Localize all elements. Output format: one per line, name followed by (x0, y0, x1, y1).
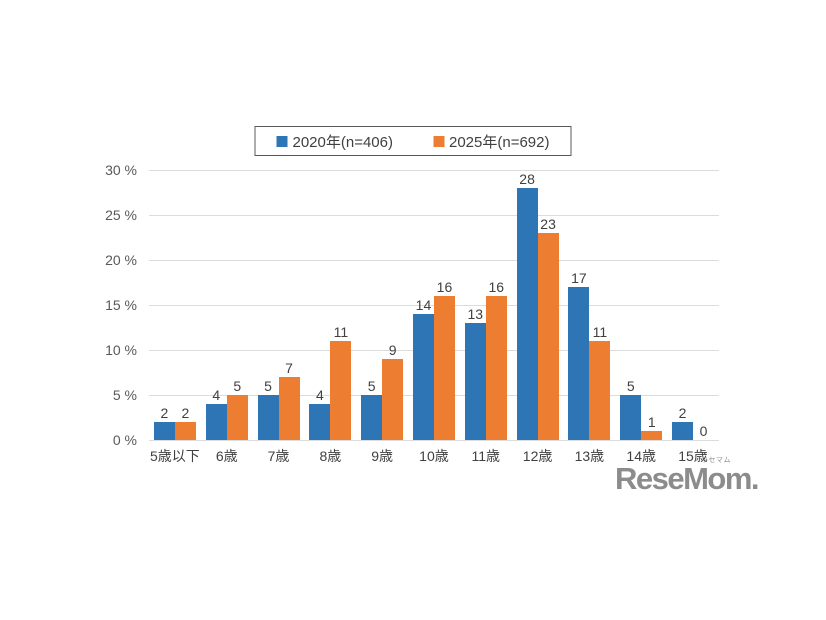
plot-area: 2 2 4 5 5 7 4 11 5 9 14 16 13 16 28 23 17 11 5 1 2 0 (149, 170, 719, 441)
bar-2025: 11 (330, 325, 352, 440)
resemom-logo-text: ReseMom. (615, 461, 760, 496)
bar-value-label: 1 (647, 414, 656, 430)
bar-group: 17 11 (564, 170, 616, 440)
x-tick-label: 15歳 (678, 448, 708, 464)
x-tick-label: 14歳 (626, 448, 656, 464)
x-tick-label: 6歳 (215, 448, 238, 464)
bar-group: 13 16 (460, 170, 512, 440)
bar-value-label: 23 (540, 216, 556, 232)
bar-2020: 5 (620, 379, 642, 440)
bar-value-label: 2 (678, 405, 687, 421)
bar-2025: 1 (641, 415, 663, 440)
legend-item-2025: 2025年(n=692) (433, 131, 550, 152)
y-tick-label: 30 % (105, 162, 137, 178)
y-tick-label: 5 % (112, 387, 137, 403)
bar-2020: 28 (516, 172, 538, 440)
bar-value-label: 4 (315, 387, 324, 403)
bar-2020: 2 (672, 406, 694, 440)
bar-value-label: 13 (467, 306, 484, 322)
bar-value-label: 5 (626, 378, 635, 394)
bar-2025: 16 (433, 280, 455, 440)
y-tick-label: 0 % (112, 432, 137, 448)
bar-2025: 5 (226, 379, 248, 440)
bar-value-label: 0 (699, 423, 708, 439)
legend-swatch-2025 (433, 135, 444, 147)
bar-2025: 11 (589, 325, 611, 440)
bar-value-label: 16 (488, 279, 505, 295)
bar-value-label: 4 (212, 387, 221, 403)
legend-label-2025: 2025年(n=692) (449, 133, 550, 151)
bar-group: 14 16 (408, 170, 460, 440)
resemom-logo: リセマム ReseMom. (615, 457, 760, 496)
bar-value-label: 28 (519, 171, 535, 187)
x-tick-label: 12歳 (522, 448, 553, 464)
legend-item-2020: 2020年(n=406) (276, 131, 394, 152)
bar-2020: 14 (412, 298, 434, 440)
bar-2025: 16 (485, 280, 507, 440)
x-tick-label: 11歳 (471, 448, 501, 464)
bar-value-label: 7 (285, 360, 293, 376)
bar-2025: 7 (278, 361, 300, 440)
bar-2020: 2 (153, 406, 175, 440)
bar-2025: 2 (174, 406, 196, 440)
x-axis-labels: 5歳以下 6歳 7歳 8歳 9歳 10歳 11歳 12歳 13歳 14歳 15歳 (149, 448, 719, 464)
bar-value-label: 5 (233, 378, 242, 394)
bar-2020: 13 (464, 307, 486, 440)
resemom-logo-ruby: リセマム (701, 457, 731, 464)
gridline (149, 440, 719, 441)
x-tick-label: 13歳 (574, 448, 605, 464)
bar-value-label: 11 (592, 324, 608, 340)
legend-label-2020: 2020年(n=406) (292, 133, 394, 151)
legend: 2020年(n=406) 2025年(n=692) (254, 126, 572, 156)
y-tick-label: 25 % (105, 207, 137, 223)
bar-value-label: 16 (436, 279, 453, 295)
bar-value-label: 14 (415, 297, 432, 313)
bar-2025: 23 (537, 217, 559, 440)
bar-value-label: 5 (264, 378, 272, 394)
bar-groups: 2 2 4 5 5 7 4 11 5 9 14 16 13 16 28 23 17 11 5 1 2 0 (149, 170, 719, 440)
x-tick-label: 7歳 (267, 448, 290, 464)
bar-2020: 4 (205, 388, 227, 440)
y-tick-label: 15 % (105, 297, 137, 313)
bar-2020: 5 (361, 379, 383, 440)
gridline (149, 215, 719, 216)
bar-value-label: 17 (571, 270, 587, 286)
bar-value-label: 9 (388, 342, 397, 358)
y-axis-labels: 0 % 5 % 10 % 15 % 20 % 25 % 30 % (0, 162, 137, 448)
bar-value-label: 2 (160, 405, 169, 421)
bar-2025: 9 (382, 343, 404, 440)
x-tick-label: 10歳 (419, 448, 449, 464)
bar-value-label: 2 (181, 405, 190, 421)
gridline (149, 260, 719, 261)
legend-swatch-2020 (276, 135, 288, 147)
bar-value-label: 5 (367, 378, 376, 394)
x-tick-label: 9歳 (371, 448, 394, 464)
x-tick-label: 8歳 (319, 448, 342, 464)
bar-group: 4 11 (304, 170, 356, 440)
x-tick-label: 5歳以下 (150, 448, 200, 464)
bar-2020: 4 (309, 388, 331, 440)
bar-2020: 5 (257, 379, 279, 440)
bar-group: 28 23 (512, 170, 564, 440)
y-tick-label: 20 % (105, 252, 137, 268)
bar-value-label: 11 (333, 324, 349, 340)
bar-2020: 17 (568, 271, 590, 440)
y-tick-label: 10 % (105, 342, 137, 358)
gridline (149, 170, 719, 171)
